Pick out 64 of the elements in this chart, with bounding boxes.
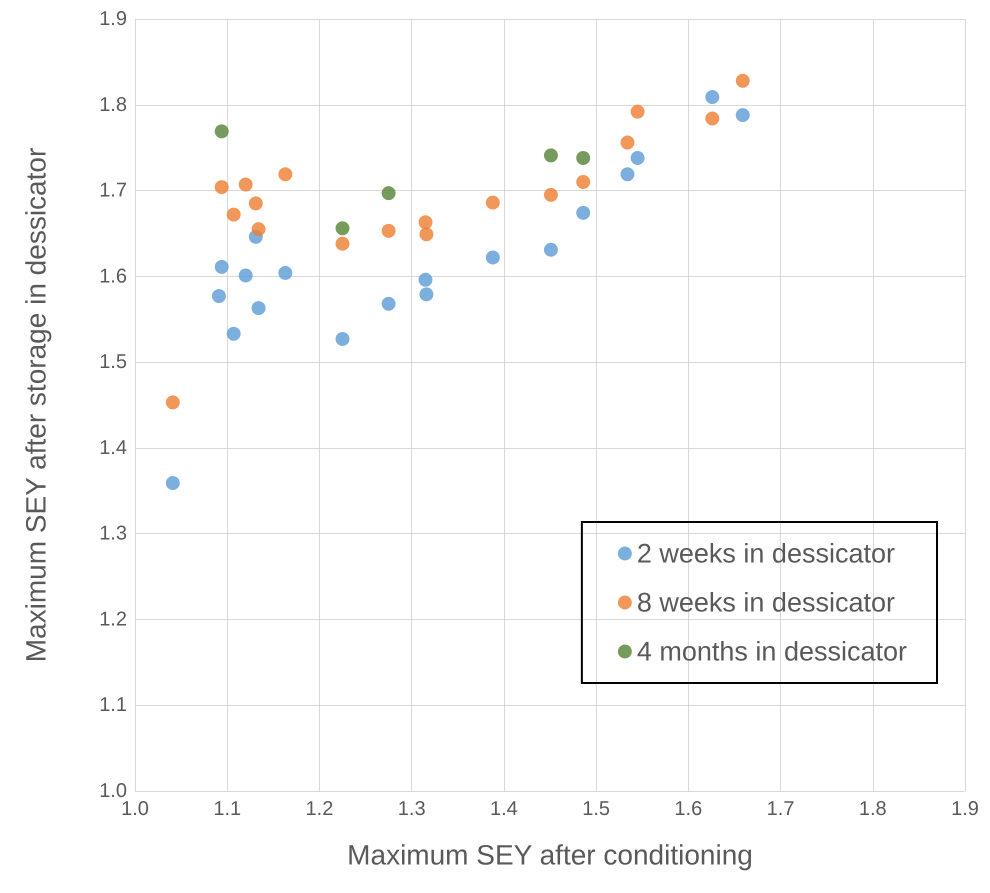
x-tick-label: 1.8 <box>858 798 887 820</box>
point <box>212 289 226 304</box>
y-tick-label: 1.3 <box>99 522 127 545</box>
point <box>382 186 396 200</box>
point <box>214 260 229 274</box>
y-tick-label: 1.1 <box>99 694 127 716</box>
point <box>382 296 396 311</box>
x-tick-label: 1.1 <box>213 798 242 820</box>
y-tick-label: 1.5 <box>99 351 127 374</box>
point <box>382 224 396 238</box>
point <box>736 108 750 122</box>
y-tick-label: 1.8 <box>99 94 127 116</box>
point <box>226 208 241 222</box>
y-tick-label: 1.4 <box>99 436 127 459</box>
point <box>226 326 241 341</box>
point <box>336 221 350 236</box>
y-tick-label: 1.7 <box>99 180 127 202</box>
point <box>544 242 558 257</box>
point <box>336 236 350 251</box>
x-tick-label: 1.4 <box>490 798 518 820</box>
point <box>166 395 180 410</box>
point <box>278 167 292 182</box>
x-tick-label: 1.3 <box>398 798 426 820</box>
legend-label: 2 weeks in dessicator <box>636 538 895 568</box>
point <box>252 222 266 236</box>
x-tick-label: 1.2 <box>306 798 334 820</box>
point <box>630 150 645 165</box>
x-tick-label: 1.5 <box>582 798 610 820</box>
point <box>238 178 253 192</box>
point <box>166 476 180 490</box>
point <box>620 136 634 150</box>
point <box>419 227 434 242</box>
legend-label: 8 weeks in dessicator <box>636 588 895 618</box>
y-tick-label: 1.6 <box>99 265 127 288</box>
y-tick-label: 1.2 <box>99 608 127 630</box>
point <box>620 167 634 182</box>
point <box>336 332 350 346</box>
point <box>214 180 229 194</box>
point <box>576 150 590 165</box>
point <box>486 196 500 210</box>
point <box>419 287 434 302</box>
point <box>418 272 432 287</box>
point <box>278 266 292 280</box>
point <box>544 188 558 202</box>
point <box>705 90 720 104</box>
y-axis-title: Maximum SEY after storage in dessicator <box>20 148 52 662</box>
point <box>238 268 253 282</box>
x-axis-title: Maximum SEY after conditioning <box>347 840 753 870</box>
legend-label: 4 months in dessicator <box>636 636 908 666</box>
point <box>486 250 500 264</box>
x-tick-label: 1.7 <box>766 798 794 820</box>
x-tick-label: 1.6 <box>674 798 702 820</box>
point <box>630 104 645 119</box>
point <box>705 112 720 126</box>
point <box>736 74 750 88</box>
point <box>214 124 229 138</box>
point <box>576 174 590 189</box>
x-tick-label: 1.9 <box>951 798 979 820</box>
point <box>418 215 432 230</box>
y-tick-label: 1.9 <box>99 8 127 30</box>
point <box>544 148 558 162</box>
point <box>576 206 590 220</box>
point <box>252 301 266 316</box>
point <box>248 196 263 210</box>
